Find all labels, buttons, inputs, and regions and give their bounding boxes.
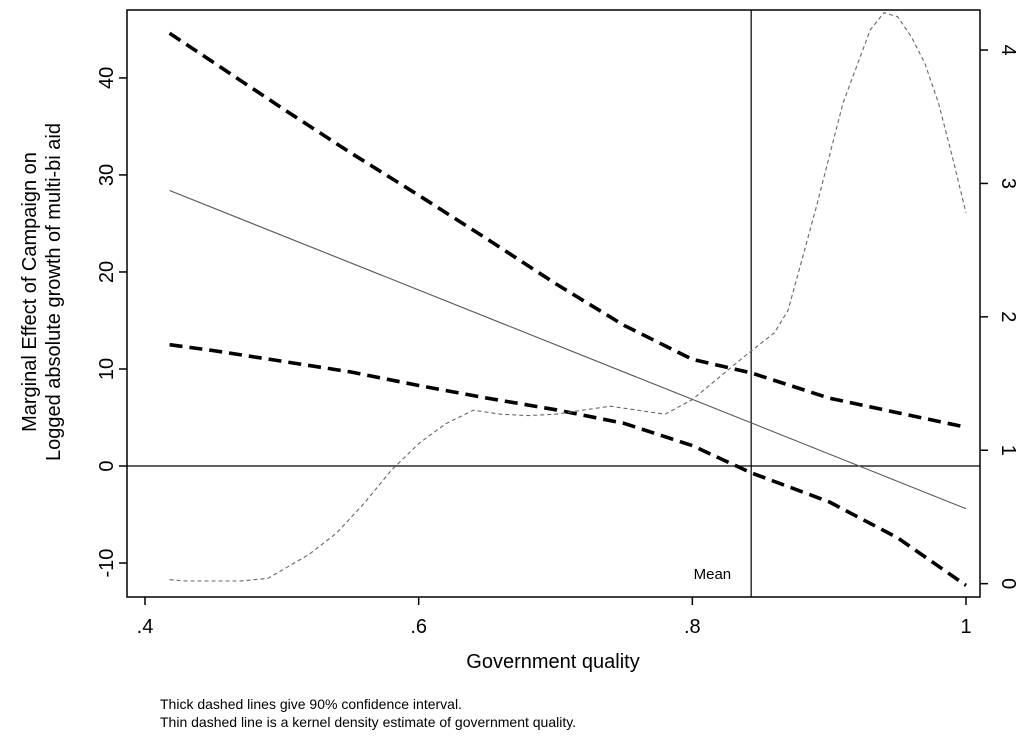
y-left-tick-label: -10 xyxy=(96,549,118,578)
series-kernel-density xyxy=(169,12,967,582)
note-kernel-density: Thin dashed line is a kernel density est… xyxy=(160,714,577,730)
series-ci-lower xyxy=(169,342,968,587)
y-left-tick-label: 10 xyxy=(96,358,118,380)
note-confidence-interval: Thick dashed lines give 90% confidence i… xyxy=(160,696,462,712)
mean-label: Mean xyxy=(694,566,732,583)
series-group xyxy=(168,12,968,587)
x-tick-label: .6 xyxy=(410,616,427,638)
x-tick-label: .4 xyxy=(137,616,154,638)
y-axis-label-line1: Marginal Effect of Campaign on xyxy=(19,152,41,432)
y-left-tick-label: 20 xyxy=(96,261,118,283)
x-axis-label: Government quality xyxy=(466,651,639,673)
plot-border xyxy=(126,9,981,598)
y-left-tick-label: 0 xyxy=(96,460,118,471)
y-right-tick-label: 3 xyxy=(997,178,1019,189)
y-left-tick-label: 40 xyxy=(96,67,118,89)
y-right-tick-label: 0 xyxy=(997,578,1019,589)
x-tick-label: 1 xyxy=(960,616,971,638)
y-right-tick-label: 1 xyxy=(997,445,1019,456)
axes: .4 .6 .8 1 -10 0 10 20 30 40 0 1 2 3 4 Mean xyxy=(96,10,1019,638)
y-axis-label-line2: Logged absolute growth of multi-bi aid xyxy=(43,123,65,461)
x-tick-label: .8 xyxy=(684,616,701,638)
y-left-tick-label: 30 xyxy=(96,164,118,186)
y-right-tick-label: 2 xyxy=(997,311,1019,322)
y-right-tick-label: 4 xyxy=(997,44,1019,55)
series-marginal-effect xyxy=(169,189,967,510)
